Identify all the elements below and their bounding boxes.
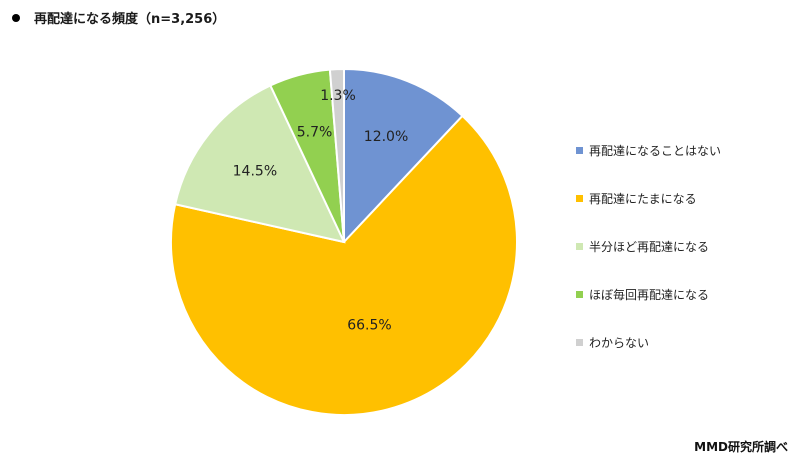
legend-swatch xyxy=(576,146,583,154)
legend-swatch xyxy=(576,194,583,202)
legend-label: わからない xyxy=(589,335,650,350)
source-credit: MMD研究所調べ xyxy=(694,440,788,454)
pie-slice-1 xyxy=(170,114,518,416)
slice-label-2: 14.5% xyxy=(233,164,277,180)
legend-swatch xyxy=(576,290,583,298)
pie-slice-2 xyxy=(173,84,346,244)
bullet-icon xyxy=(12,13,20,22)
legend-item-3: ほぼ毎回再配達になる xyxy=(576,270,721,318)
slice-label-1: 66.5% xyxy=(347,318,391,334)
legend-swatch xyxy=(576,338,583,346)
legend-item-0: 再配達になることはない xyxy=(576,126,721,174)
legend-label: 再配達にたまになる xyxy=(589,191,697,206)
legend-label: 半分ほど再配達になる xyxy=(589,239,710,254)
chart-title: 再配達になる頻度（n=3,256） xyxy=(34,12,226,27)
legend-label: ほぼ毎回再配達になる xyxy=(589,287,710,302)
pie-slice-0 xyxy=(343,67,464,245)
legend-item-1: 再配達にたまになる xyxy=(576,174,721,222)
legend-item-2: 半分ほど再配達になる xyxy=(576,222,721,270)
pie-slice-4 xyxy=(328,67,345,243)
slice-label-4: 1.3% xyxy=(320,88,356,104)
legend-item-4: わからない xyxy=(576,318,721,366)
chart-title-row: 再配達になる頻度（n=3,256） xyxy=(12,8,225,27)
chart-legend: 再配達になることはない 再配達にたまになる 半分ほど再配達になる ほぼ毎回再配達になる… xyxy=(576,126,721,366)
slice-label-0: 12.0% xyxy=(364,129,408,145)
legend-label: 再配達になることはない xyxy=(589,143,722,158)
slice-label-3: 5.7% xyxy=(297,125,333,141)
legend-swatch xyxy=(576,242,583,250)
